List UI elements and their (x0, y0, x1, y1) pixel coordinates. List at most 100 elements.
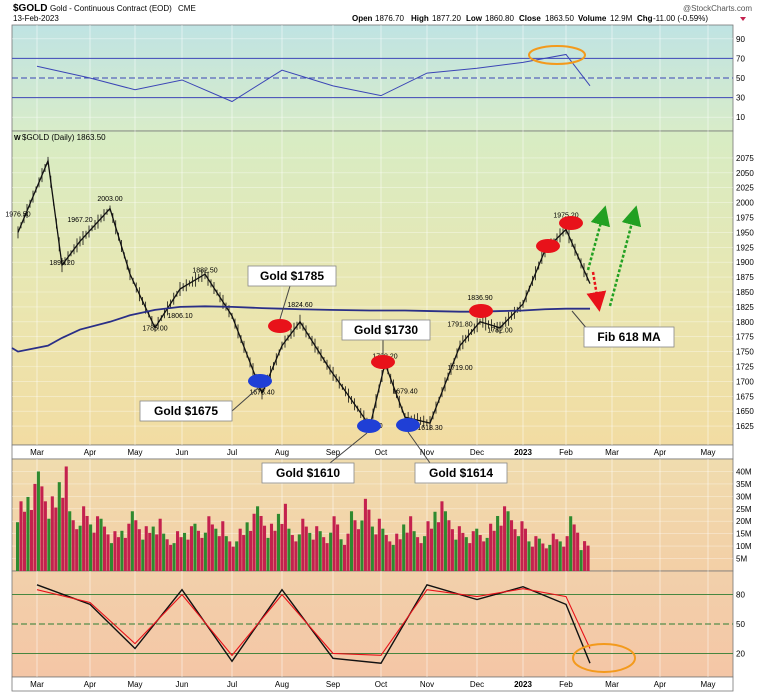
volume-bar (356, 529, 360, 571)
month-tick-label: Mar (30, 680, 44, 689)
volume-bar (565, 536, 569, 571)
volume-bar (221, 521, 225, 571)
price-tick-label: 1675 (736, 392, 754, 401)
price-tick-label: 1825 (736, 303, 754, 312)
volume-bar (120, 530, 124, 571)
volume-bar (450, 529, 454, 571)
volume-bar (544, 548, 548, 571)
volume-bar (134, 520, 138, 571)
volume-bar (71, 520, 75, 571)
marker-oval (371, 355, 395, 369)
volume-bar (169, 544, 173, 571)
price-tick-label: 1625 (736, 422, 754, 431)
volume-bar (530, 546, 534, 571)
volume-bar (297, 534, 301, 571)
quote-close: 1863.50 (545, 14, 574, 23)
month-tick-label: Dec (470, 680, 484, 689)
callout-label: Gold $1675 (154, 404, 218, 418)
volume-bar (113, 531, 117, 571)
volume-bar (141, 539, 145, 571)
volume-bar (109, 543, 114, 571)
volume-bar (75, 529, 79, 571)
volume-bar (242, 535, 246, 571)
volume-bar (562, 546, 566, 571)
quote-chg-label: Chg (637, 14, 653, 23)
price-tick-label: 1725 (736, 363, 754, 372)
callout-pointer (279, 285, 291, 320)
header-description: Gold - Continuous Contract (EOD) (50, 4, 172, 13)
volume-bar (506, 511, 510, 571)
volume-bar (29, 510, 33, 571)
price-tick-label: 1900 (736, 258, 754, 267)
volume-bar (426, 521, 430, 571)
volume-bar (304, 526, 308, 571)
volume-bar (235, 541, 239, 571)
volume-bar (311, 539, 315, 571)
volume-bar (82, 506, 86, 571)
callout-box (583, 326, 675, 348)
volume-bar (231, 546, 235, 571)
volume-bar (99, 518, 103, 571)
volume-bar (489, 523, 493, 571)
volume-bar (551, 533, 555, 571)
month-tick-label: Sep (326, 448, 341, 457)
volume-bar (259, 515, 263, 571)
quote-volume: 12.9M (610, 14, 633, 23)
volume-bar (176, 531, 180, 571)
month-tick-label: May (700, 680, 715, 689)
up-arrow-near (586, 205, 611, 271)
volume-bar (468, 543, 472, 571)
volume-bar (336, 524, 340, 571)
volume-bar (179, 537, 183, 571)
volume-bar (520, 521, 524, 571)
volume-bar (245, 522, 249, 571)
callout-label: Gold $1610 (276, 466, 340, 480)
rsi-tick-label: 10 (736, 113, 745, 122)
month-tick-label: Sep (326, 680, 341, 689)
volume-bar (26, 496, 30, 571)
month-tick-label: 2023 (514, 680, 532, 689)
volume-bar (412, 531, 416, 571)
month-tick-label: Mar (30, 448, 44, 457)
price-tick-label: 1850 (736, 288, 754, 297)
volume-bar (398, 539, 402, 571)
volume-bar (290, 535, 294, 571)
volume-bar (523, 528, 527, 571)
header-symbol: $GOLD (13, 3, 47, 14)
volume-bar (130, 511, 134, 571)
volume-bar (214, 528, 218, 571)
volume-bar (443, 511, 447, 571)
volume-bar (50, 496, 54, 571)
volume-bar (475, 528, 479, 571)
volume-bar (370, 526, 374, 571)
month-tick-label: Dec (470, 448, 484, 457)
volume-bar (127, 523, 131, 571)
price-data-label: 1824.60 (287, 302, 312, 309)
volume-bar (454, 539, 458, 571)
price-data-label: 1678.40 (249, 389, 274, 396)
volume-bar (123, 537, 127, 571)
up-arrow-far (608, 205, 642, 307)
volume-bar (315, 526, 319, 571)
month-tick-label: Apr (84, 680, 97, 689)
volume-bar (482, 541, 486, 571)
price-data-label: 1882.50 (192, 268, 217, 275)
price-tick-label: 1650 (736, 407, 754, 416)
volume-bar (322, 537, 326, 571)
volume-bar (186, 539, 190, 571)
volume-bar (541, 543, 545, 571)
rsi-tick-label: 90 (736, 35, 745, 44)
volume-bar (36, 471, 40, 571)
price-tick-label: 2000 (736, 199, 754, 208)
volume-bar (461, 532, 465, 571)
volume-bar (217, 536, 221, 571)
month-tick-label: Mar (605, 680, 619, 689)
price-data-label: 1975.20 (553, 212, 578, 219)
marker-oval (268, 319, 292, 333)
month-tick-label: Oct (375, 448, 388, 457)
rsi-tick-label: 30 (736, 94, 745, 103)
volume-bar (527, 541, 531, 571)
month-tick-label: Feb (559, 680, 573, 689)
volume-bar (423, 536, 427, 571)
callout-box (261, 462, 355, 484)
